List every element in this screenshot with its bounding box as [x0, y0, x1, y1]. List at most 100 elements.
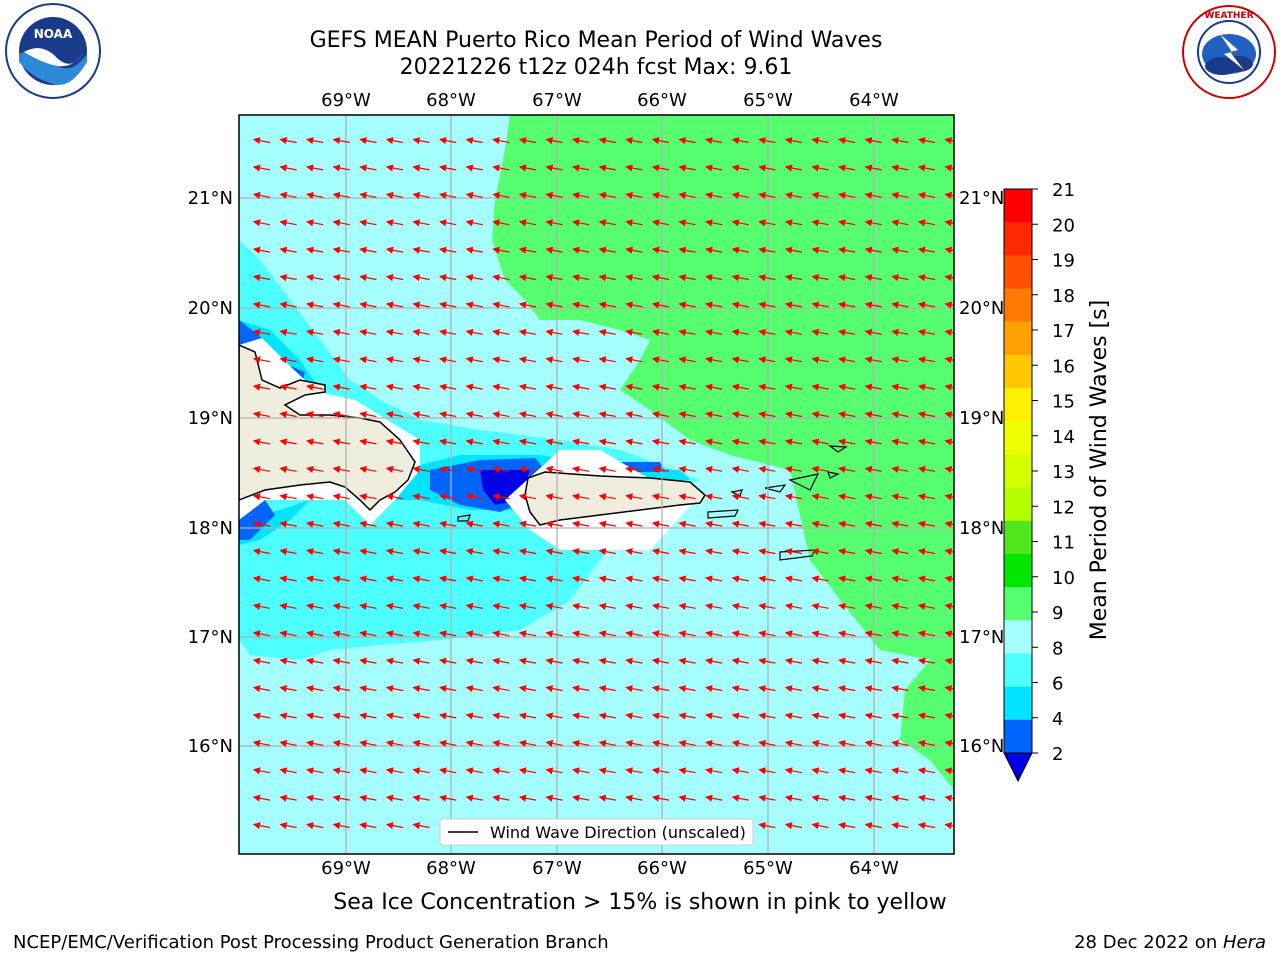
wave-arrow	[705, 493, 723, 501]
svg-text:WEATHER: WEATHER	[1204, 11, 1253, 21]
wave-arrow	[439, 630, 457, 638]
wave-arrow	[252, 465, 271, 473]
wave-arrow	[572, 548, 590, 556]
wave-arrow	[306, 520, 324, 528]
wave-arrow	[891, 767, 909, 775]
wave-arrow	[439, 739, 457, 747]
wave-arrow	[518, 246, 537, 254]
wave-arrow	[784, 685, 803, 693]
wave-arrow	[864, 685, 882, 693]
wave-arrow	[678, 520, 696, 528]
wave-arrow	[811, 438, 829, 446]
wave-arrow	[651, 191, 670, 199]
wave-arrow	[598, 301, 616, 309]
wave-arrow	[811, 739, 829, 747]
wave-arrow	[545, 493, 563, 501]
wave-arrow	[279, 411, 297, 419]
wave-arrow	[917, 438, 936, 446]
wave-arrow	[518, 630, 537, 638]
wave-arrow	[439, 137, 457, 145]
wave-arrow	[252, 137, 271, 145]
wave-arrow	[439, 685, 457, 693]
wave-arrow	[917, 164, 936, 172]
wave-arrow	[332, 411, 350, 419]
wave-arrow	[332, 794, 350, 802]
wave-arrow	[891, 191, 909, 199]
wave-arrow	[917, 548, 936, 556]
wave-arrow	[891, 274, 909, 282]
wave-arrow	[598, 438, 616, 446]
wave-arrow	[439, 712, 457, 720]
lon-label: 67°W	[532, 90, 582, 111]
wave-arrow	[412, 191, 430, 199]
wave-arrow	[518, 493, 537, 501]
wave-arrow	[412, 767, 430, 775]
wave-arrow	[332, 246, 350, 254]
wave-arrow	[731, 712, 749, 720]
wave-arrow	[492, 493, 510, 501]
wave-arrow	[385, 383, 404, 391]
wave-arrow	[651, 548, 670, 556]
wave-arrow	[838, 657, 856, 665]
wave-arrow	[731, 548, 749, 556]
wave-arrow	[891, 712, 909, 720]
wave-arrow	[705, 712, 723, 720]
wave-arrow	[731, 602, 749, 610]
wave-arrow	[758, 794, 776, 802]
wave-arrow	[784, 219, 803, 227]
wave-arrow	[306, 411, 324, 419]
wave-arrow	[439, 411, 457, 419]
wave-arrow	[705, 657, 723, 665]
wave-arrow	[332, 575, 350, 583]
wave-arrow	[651, 794, 670, 802]
wave-arrow	[465, 630, 483, 638]
wave-arrow	[465, 356, 483, 364]
wave-arrow	[545, 383, 563, 391]
wave-arrow	[279, 657, 297, 665]
wave-arrow	[545, 438, 563, 446]
wave-arrow	[359, 438, 377, 446]
wave-arrow	[598, 602, 616, 610]
wave-arrow	[439, 602, 457, 610]
wave-arrow	[572, 274, 590, 282]
wave-arrow	[492, 301, 510, 309]
wave-arrow	[811, 822, 829, 830]
wave-arrow	[758, 685, 776, 693]
wave-arrow	[705, 438, 723, 446]
wave-arrow	[518, 602, 537, 610]
wave-arrow	[439, 246, 457, 254]
wave-arrow	[917, 246, 936, 254]
wave-arrow	[731, 657, 749, 665]
wave-arrow	[917, 794, 936, 802]
wave-arrow	[625, 246, 643, 254]
wave-arrow	[359, 767, 377, 775]
wave-arrow	[412, 356, 430, 364]
wave-arrow	[891, 575, 909, 583]
wave-arrow	[758, 246, 776, 254]
wave-arrow	[518, 164, 537, 172]
wave-arrow	[252, 164, 271, 172]
wave-arrow	[492, 191, 510, 199]
wave-arrow	[412, 137, 430, 145]
wave-arrow	[252, 602, 271, 610]
wave-arrow	[731, 520, 749, 528]
noaa-logo: NOAA	[5, 3, 101, 99]
wave-arrow	[518, 356, 537, 364]
wave-arrow	[864, 164, 882, 172]
wave-arrow	[917, 657, 936, 665]
wave-arrow	[465, 767, 483, 775]
wave-arrow	[439, 794, 457, 802]
wave-arrow	[545, 602, 563, 610]
wave-arrow	[306, 383, 324, 391]
wave-arrow	[705, 246, 723, 254]
wave-arrow	[891, 219, 909, 227]
wave-arrow	[651, 137, 670, 145]
wave-arrow	[891, 739, 909, 747]
wave-arrow	[385, 712, 404, 720]
wave-arrow	[598, 493, 616, 501]
wave-arrow	[439, 356, 457, 364]
lat-label: 21°N	[959, 188, 1004, 209]
wave-arrow	[572, 356, 590, 364]
wave-arrow	[439, 767, 457, 775]
wave-arrow	[917, 274, 936, 282]
